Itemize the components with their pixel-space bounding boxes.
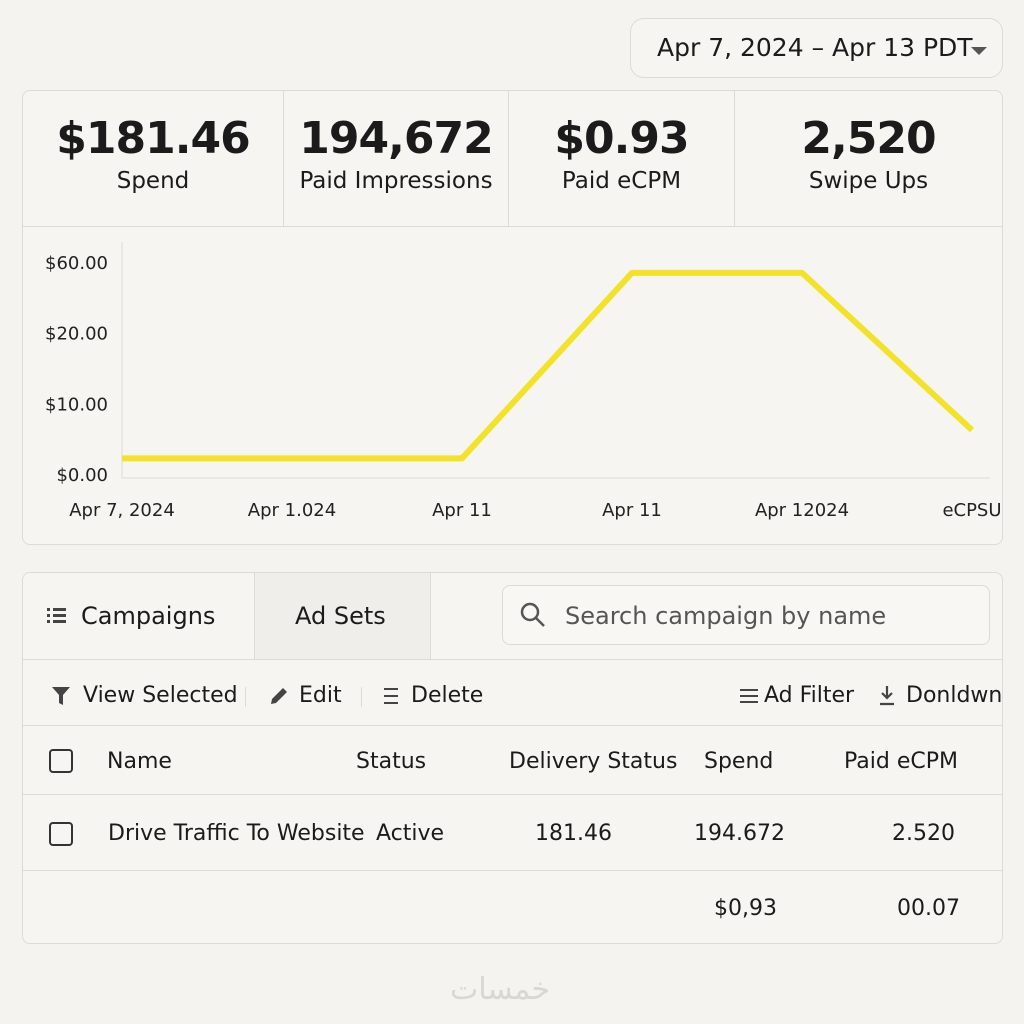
edit-icon [271, 688, 287, 704]
divider [430, 573, 431, 659]
list-icon [47, 608, 66, 623]
stat-label: Swipe Ups [808, 168, 929, 194]
cell: Active [376, 821, 445, 846]
date-picker[interactable]: Apr 7, 2024 – Apr 13 PDT [630, 18, 1003, 78]
search-placeholder: Search campaign by name [565, 602, 887, 630]
divider [23, 226, 1002, 227]
watermark: خمسات [450, 972, 551, 1007]
divider [254, 573, 255, 659]
stat-label: Paid eCPM [561, 168, 682, 194]
stat-label: Spend [116, 168, 190, 194]
cell: 194.672 [694, 821, 785, 846]
filter-icon [52, 687, 70, 705]
overview-card: $181.46 Spend 194,672 Paid Impressions $0.… [22, 90, 1003, 545]
stat: 2,520 Swipe Ups [735, 91, 1002, 226]
cell: Drive Traffic To Website [108, 821, 365, 846]
tab-label: Ad Sets [295, 602, 386, 630]
toolbar-button[interactable]: View Selected [83, 683, 238, 708]
checkbox[interactable] [49, 822, 73, 846]
toolbar-button[interactable]: Edit [299, 683, 342, 708]
stat-label: Paid Impressions [299, 168, 493, 194]
divider [361, 687, 362, 707]
stat: $181.46 Spend [23, 91, 284, 226]
stat-value: 2,520 [801, 113, 936, 164]
stat-value: $181.46 [56, 113, 250, 164]
column-header[interactable]: Paid eCPM [844, 749, 958, 774]
campaigns-card: Campaigns Ad Sets Search campaign by nam… [22, 572, 1003, 944]
toolbar-button[interactable]: Ad Filter [764, 683, 855, 708]
toolbar-button[interactable]: Delete [411, 683, 484, 708]
cell: 2.520 [892, 821, 955, 846]
filter-lines-icon [740, 689, 758, 703]
dropdown-arrow [971, 47, 987, 55]
date-range: Apr 7, 2024 – Apr 13 PDT [657, 33, 973, 62]
toolbar-button[interactable]: Donldwn [906, 683, 1003, 708]
stat-value: $0.93 [554, 113, 689, 164]
column-header[interactable]: Status [356, 749, 427, 774]
stat-value: 194,672 [299, 113, 493, 164]
divider [23, 870, 1002, 871]
column-header[interactable]: Name [107, 749, 172, 774]
stat: 194,672 Paid Impressions [284, 91, 509, 226]
column-header[interactable]: Delivery Status [509, 749, 678, 774]
search-box[interactable]: Search campaign by name [502, 585, 990, 645]
cell: 181.46 [535, 821, 612, 846]
total-cell: 00.07 [897, 896, 960, 921]
delete-icon [384, 688, 398, 704]
stat: $0.93 Paid eCPM [509, 91, 735, 226]
tab[interactable]: Campaigns [23, 573, 254, 659]
download-icon [880, 686, 894, 706]
divider [23, 659, 1002, 660]
divider [245, 687, 246, 707]
tab[interactable]: Ad Sets [255, 573, 430, 659]
tab-label: Campaigns [81, 602, 216, 630]
search-icon [520, 602, 545, 627]
column-header[interactable]: Spend [704, 749, 774, 774]
divider [23, 794, 1002, 795]
checkbox[interactable] [49, 749, 73, 773]
divider [23, 725, 1002, 726]
total-cell: $0,93 [714, 896, 777, 921]
